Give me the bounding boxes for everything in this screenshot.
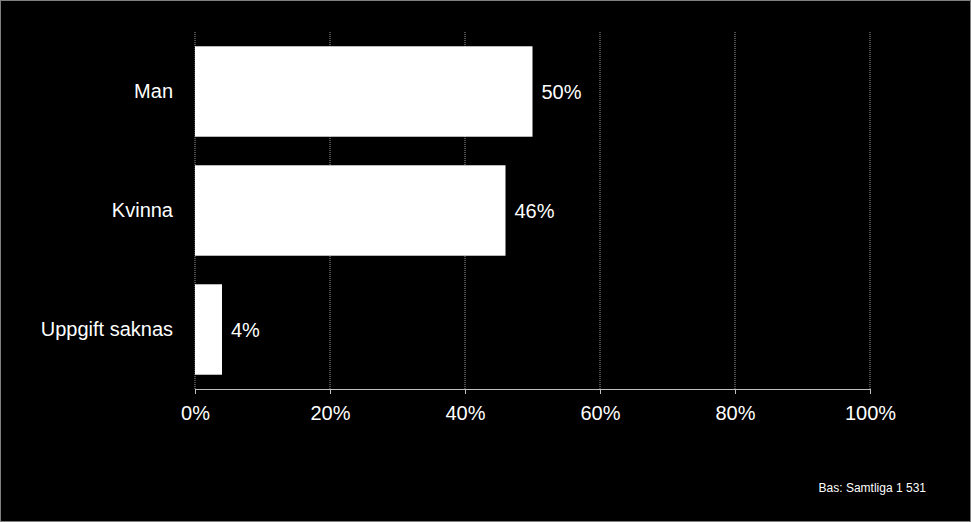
bar [195,46,533,136]
tick-label: 100% [845,402,896,424]
annotation: Bas: Samtliga 1 531 [819,481,927,495]
tick-mark [195,389,196,394]
tick-label: 40% [445,402,485,424]
tick: Kvinna [112,199,195,221]
x-axis: 0% 20% 40% 60% 80% 100% [181,389,896,424]
tick-mark [330,389,331,394]
tick-mark [600,389,601,394]
axis-line [195,33,196,390]
grid-line [735,32,736,389]
tick: 40% [445,389,485,424]
tick: 0% [181,389,210,424]
tick-label: 20% [310,402,350,424]
data-label: 4% [231,319,260,341]
axis-line [196,390,871,395]
bar [195,165,506,255]
tick: 100% [845,389,896,424]
tick: 80% [715,389,755,424]
data-label: 46% [515,200,555,222]
bars [195,46,533,374]
tick: Uppgift saknas [41,318,195,340]
y-axis: Man Kvinna Uppgift saknas [41,33,196,390]
tick-label: 80% [715,402,755,424]
grid [195,32,870,389]
tick-mark [735,389,736,394]
tick: Man [134,80,195,102]
tick: 20% [310,389,350,424]
tick-label: 60% [580,402,620,424]
data-labels: 50% 46% 4% [231,81,582,341]
tick-mark [465,389,466,394]
category-label: Kvinna [112,199,174,221]
grid-line [870,32,871,389]
bar [195,284,222,374]
grid-line [600,32,601,389]
chart: 0% 20% 40% 60% 80% 100% Man Kvinna Uppgift sakna… [0,0,971,522]
data-label: 50% [542,81,582,103]
background [1,1,971,522]
tick-label: 0% [181,402,210,424]
tick-mark [870,389,871,394]
category-label: Man [134,80,173,102]
tick: 60% [580,389,620,424]
category-label: Uppgift saknas [41,318,173,340]
